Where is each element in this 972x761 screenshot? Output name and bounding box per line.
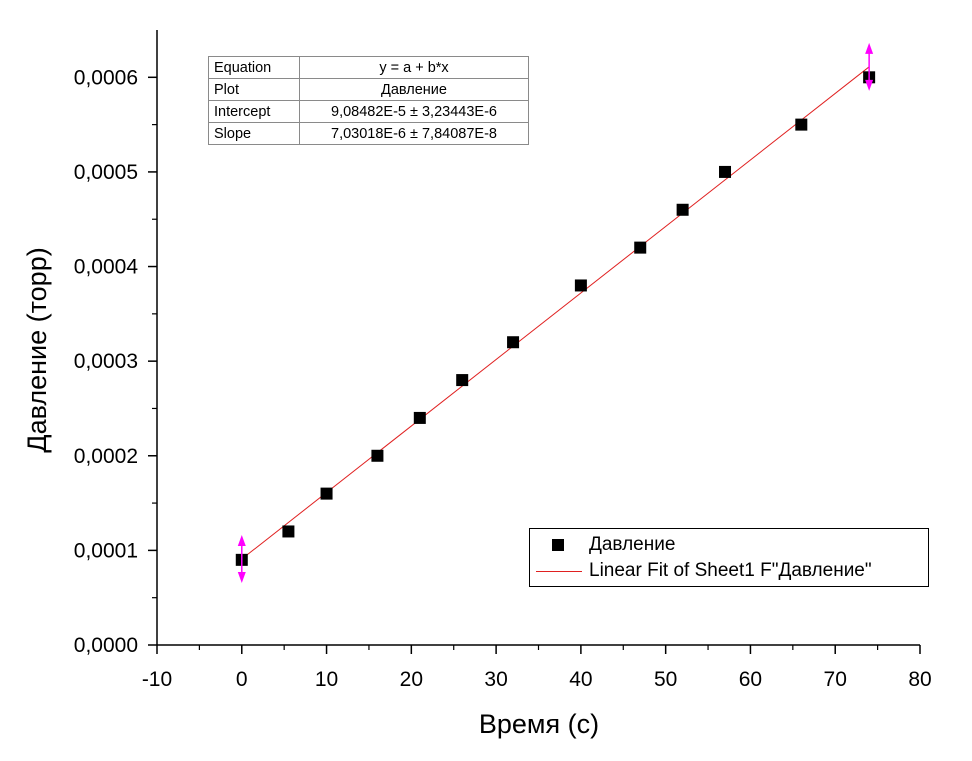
data-point — [574, 279, 587, 292]
fit-key-equation: Equation — [208, 56, 300, 79]
fit-line — [241, 66, 870, 560]
y-tick-label: 0,0001 — [74, 539, 138, 562]
data-point — [507, 336, 520, 349]
fit-key-intercept: Intercept — [208, 100, 300, 123]
legend: Давление Linear Fit of Sheet1 F"Давление… — [529, 528, 929, 587]
fit-key-slope: Slope — [208, 122, 300, 145]
data-points — [235, 71, 876, 566]
arrow-down-icon — [237, 572, 246, 584]
y-tick-label: 0,0002 — [74, 445, 138, 468]
x-tick-label: 20 — [400, 668, 423, 691]
fit-key-plot: Plot — [208, 78, 300, 101]
y-tick-label: 0,0005 — [74, 161, 138, 184]
data-point — [719, 165, 732, 178]
y-tick-label: 0,0004 — [74, 256, 139, 279]
data-point — [282, 525, 295, 538]
data-point — [456, 374, 469, 387]
data-point — [676, 203, 689, 216]
data-point — [320, 487, 333, 500]
x-tick-label: 60 — [739, 668, 762, 691]
fit-line-group — [241, 66, 870, 560]
arrow-down-icon — [865, 79, 874, 91]
line-swatch-icon — [536, 571, 582, 572]
x-tick-label: 70 — [824, 668, 847, 691]
data-point — [371, 449, 384, 462]
fit-value-intercept: 9,08482E-5 ± 3,23443E-6 — [299, 100, 529, 123]
x-tick-label: -10 — [142, 668, 172, 691]
x-tick-label: 80 — [908, 668, 931, 691]
fit-value-plot: Давление — [299, 78, 529, 101]
axes: -10 0 10 20 30 40 50 60 70 80 0,0000 0,0001 0,0002 0,… — [74, 30, 932, 691]
arrow-up-icon — [865, 42, 874, 54]
legend-label-points: Давление — [589, 534, 676, 555]
square-marker-icon — [552, 539, 564, 551]
x-tick-label: 30 — [484, 668, 507, 691]
arrow-up-icon — [237, 535, 246, 547]
x-tick-label: 40 — [569, 668, 592, 691]
x-tick-label: 0 — [236, 668, 248, 691]
table-row: Slope 7,03018E-6 ± 7,84087E-8 — [208, 122, 529, 145]
x-tick-label: 10 — [315, 668, 338, 691]
range-markers — [237, 42, 874, 584]
y-tick-label: 0,0003 — [74, 350, 138, 373]
legend-label-fit: Linear Fit of Sheet1 F"Давление" — [589, 560, 872, 581]
data-point — [634, 241, 647, 254]
y-axis-label: Давление (торр) — [22, 247, 52, 452]
x-axis-label: Время (с) — [479, 709, 599, 739]
table-row: Plot Давление — [208, 78, 529, 101]
y-tick-label: 0,0006 — [74, 66, 138, 89]
fit-value-slope: 7,03018E-6 ± 7,84087E-8 — [299, 122, 529, 145]
table-row: Equation y = a + b*x — [208, 56, 529, 79]
data-point — [413, 411, 426, 424]
y-tick-label: 0,0000 — [74, 634, 138, 657]
data-point — [795, 118, 808, 131]
fit-value-equation: y = a + b*x — [299, 56, 529, 79]
x-tick-label: 50 — [654, 668, 677, 691]
fit-results-table: Equation y = a + b*x Plot Давление Inter… — [208, 56, 529, 145]
table-row: Intercept 9,08482E-5 ± 3,23443E-6 — [208, 100, 529, 123]
